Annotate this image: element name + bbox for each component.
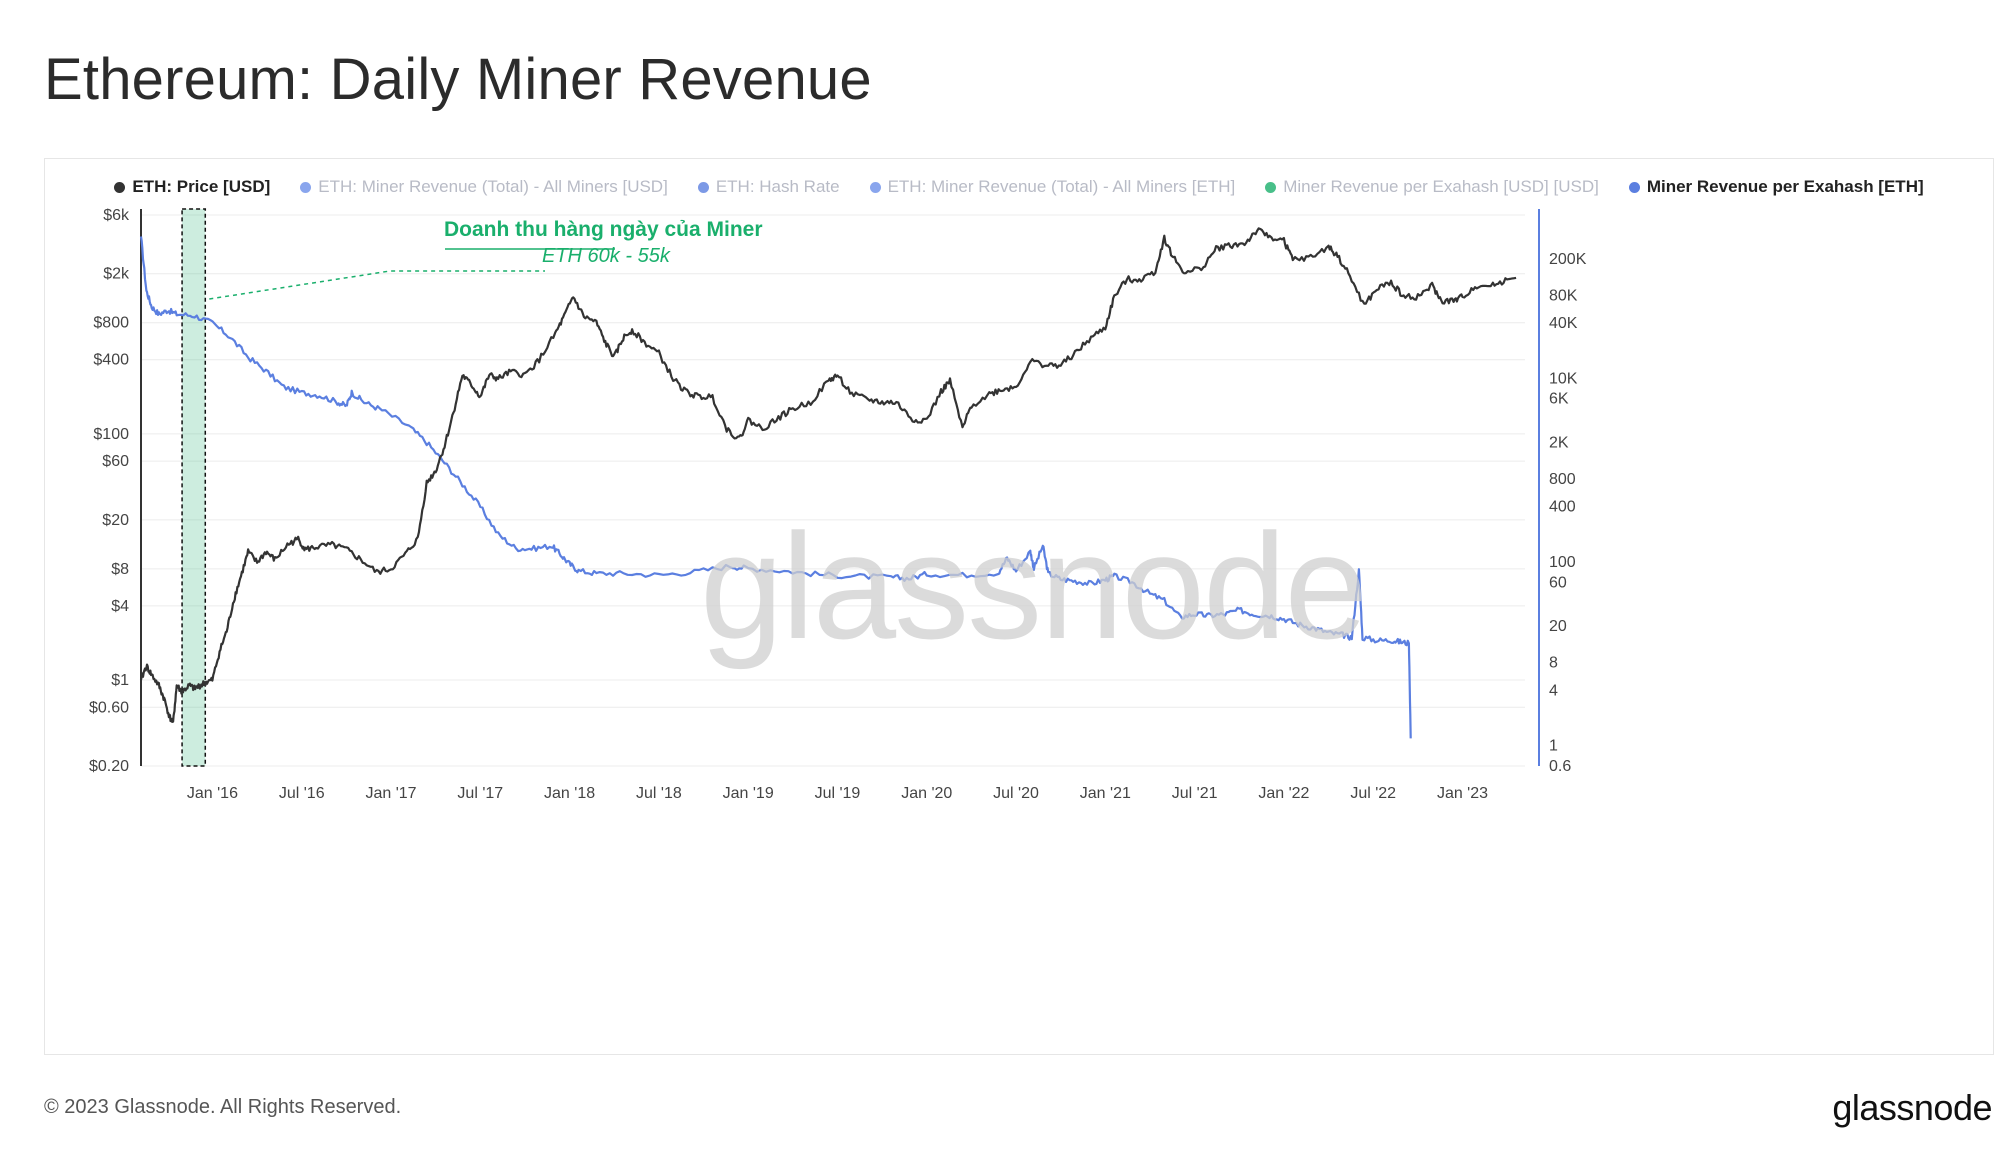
x-tick-label: Jan '17 xyxy=(365,785,416,802)
x-tick-label: Jul '16 xyxy=(279,785,325,802)
x-tick-label: Jul '22 xyxy=(1350,785,1396,802)
y-left-tick-label: $0.60 xyxy=(89,699,129,716)
y-right-tick-label: 100 xyxy=(1549,554,1576,571)
legend-label: Miner Revenue per Exahash [ETH] xyxy=(1646,177,1924,196)
x-tick-label: Jan '16 xyxy=(187,785,238,802)
series-line-0 xyxy=(139,227,1517,723)
y-left-tick-label: $100 xyxy=(93,426,129,443)
y-left-tick-label: $6k xyxy=(103,207,130,224)
y-right-tick-label: 20 xyxy=(1549,618,1567,635)
x-tick-label: Jul '20 xyxy=(993,785,1039,802)
chart-card: ETH: Price [USD] ETH: Miner Revenue (Tota… xyxy=(44,158,1994,1055)
x-tick-label: Jan '21 xyxy=(1080,785,1131,802)
y-right-tick-label: 6K xyxy=(1549,391,1569,408)
y-right-tick-label: 400 xyxy=(1549,499,1576,516)
legend-item[interactable]: ETH: Miner Revenue (Total) - All Miners … xyxy=(300,177,668,197)
y-right-tick-label: 40K xyxy=(1549,315,1578,332)
x-tick-label: Jul '21 xyxy=(1172,785,1218,802)
legend-label: Miner Revenue per Exahash [USD] [USD] xyxy=(1283,177,1599,196)
legend-label: ETH: Hash Rate xyxy=(715,177,840,196)
y-right-tick-label: 8 xyxy=(1549,655,1558,672)
y-right-tick-label: 800 xyxy=(1549,471,1576,488)
legend-item[interactable]: Miner Revenue per Exahash [USD] [USD] xyxy=(1265,177,1599,197)
series-line-1 xyxy=(139,236,1412,739)
annotation-title: Doanh thu hàng ngày của Miner xyxy=(444,218,763,241)
y-right-tick-label: 10K xyxy=(1549,370,1578,387)
y-right-tick-label: 1 xyxy=(1549,738,1558,755)
chart-plot: $6k $2k $800 $400 $100 $60 $20 $8 $4 $1 $0.60 $0.20… xyxy=(89,207,1587,802)
x-tick-label: Jan '20 xyxy=(901,785,952,802)
y-left-tick-label: $20 xyxy=(102,512,129,529)
legend-item[interactable]: ETH: Miner Revenue (Total) - All Miners … xyxy=(869,177,1236,197)
legend-label: ETH: Price [USD] xyxy=(132,177,271,196)
page-title: Ethereum: Daily Miner Revenue xyxy=(44,47,872,112)
highlight-band xyxy=(181,208,207,767)
copyright-footer: © 2023 Glassnode. All Rights Reserved. xyxy=(44,1096,402,1118)
legend-dot-icon xyxy=(114,181,126,193)
chart-legend: ETH: Price [USD] ETH: Miner Revenue (Tota… xyxy=(45,177,1993,197)
legend-item[interactable]: ETH: Hash Rate xyxy=(697,177,840,197)
y-left-tick-label: $1 xyxy=(111,672,129,689)
y-left-tick-label: $4 xyxy=(111,598,129,615)
annotation-connector xyxy=(209,270,545,300)
legend-dot-icon xyxy=(1265,181,1277,193)
x-tick-label: Jan '23 xyxy=(1437,785,1488,802)
y-right-tick-label: 200K xyxy=(1549,251,1587,268)
y-right-tick-label: 80K xyxy=(1549,287,1578,304)
annotation-subtitle: ETH 60k - 55k xyxy=(542,245,670,267)
y-left-tick-label: $0.20 xyxy=(89,758,129,775)
legend-item[interactable]: ETH: Price [USD] xyxy=(114,177,270,197)
y-left-tick-label: $800 xyxy=(93,315,129,332)
y-right-tick-label: 4 xyxy=(1549,682,1558,699)
y-left-tick-label: $8 xyxy=(111,561,129,578)
legend-label: ETH: Miner Revenue (Total) - All Miners … xyxy=(318,177,668,196)
legend-item[interactable]: Miner Revenue per Exahash [ETH] xyxy=(1628,177,1924,197)
y-right-tick-label: 0.6 xyxy=(1549,758,1571,775)
legend-dot-icon xyxy=(300,181,312,193)
y-left-tick-label: $2k xyxy=(103,266,130,283)
legend-label: ETH: Miner Revenue (Total) - All Miners … xyxy=(887,177,1236,196)
y-right-tick-label: 60 xyxy=(1549,574,1567,591)
x-tick-label: Jan '22 xyxy=(1258,785,1309,802)
y-right-tick-label: 2K xyxy=(1549,434,1569,451)
glassnode-logo: glassnode xyxy=(1832,1087,1992,1128)
x-tick-label: Jul '17 xyxy=(457,785,503,802)
x-tick-label: Jan '18 xyxy=(544,785,595,802)
x-tick-label: Jul '18 xyxy=(636,785,682,802)
legend-dot-icon xyxy=(1628,181,1640,193)
y-left-tick-label: $60 xyxy=(102,453,129,470)
legend-dot-icon xyxy=(869,181,881,193)
x-tick-label: Jul '19 xyxy=(815,785,861,802)
x-tick-label: Jan '19 xyxy=(723,785,774,802)
y-left-tick-label: $400 xyxy=(93,352,129,369)
legend-dot-icon xyxy=(697,181,709,193)
